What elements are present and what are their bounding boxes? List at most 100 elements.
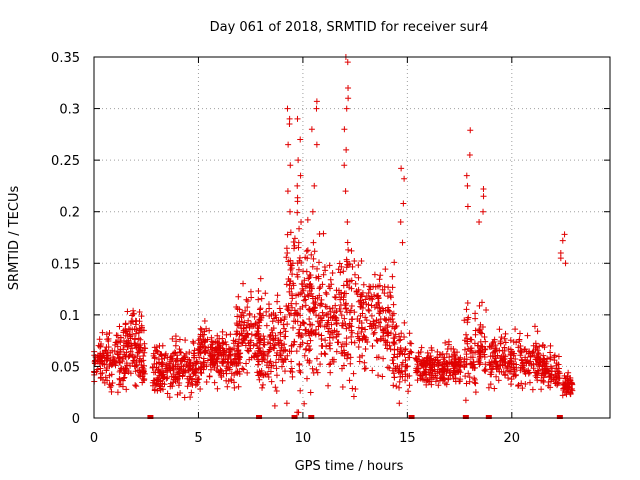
data-point [299, 319, 306, 326]
data-point [247, 345, 254, 352]
data-point [196, 354, 203, 361]
data-point [390, 354, 397, 361]
data-point [160, 374, 167, 381]
data-point [343, 325, 350, 332]
data-point [306, 358, 313, 365]
data-point [197, 341, 204, 348]
data-point [329, 269, 336, 276]
y-tick-label: 0.2 [59, 206, 80, 221]
data-point [277, 351, 284, 358]
data-point [356, 358, 363, 365]
data-point [287, 310, 294, 317]
data-point [313, 366, 320, 373]
data-point [265, 373, 272, 380]
data-point [186, 349, 193, 356]
data-point [203, 379, 210, 386]
data-point [273, 372, 280, 379]
data-point [385, 304, 392, 311]
data-point [330, 358, 337, 365]
data-point [348, 333, 355, 340]
data-point [518, 348, 525, 355]
data-point [486, 362, 493, 369]
data-point [329, 305, 336, 312]
data-point [339, 322, 346, 329]
data-point [256, 376, 263, 383]
data-point [133, 326, 140, 333]
data-point [355, 262, 362, 269]
data-point [297, 291, 304, 298]
data-point [358, 258, 365, 265]
data-point [261, 341, 268, 348]
data-point [291, 338, 298, 345]
data-point [546, 373, 553, 380]
data-point [387, 346, 394, 353]
data-point [344, 59, 351, 66]
data-point [308, 290, 315, 297]
data-point [316, 285, 323, 292]
data-point [272, 359, 279, 366]
data-point [399, 373, 406, 380]
data-point [462, 397, 469, 404]
data-point [444, 345, 451, 352]
data-point [239, 309, 246, 316]
data-point [132, 330, 139, 337]
data-point [397, 344, 404, 351]
data-point [343, 146, 350, 153]
data-point [341, 126, 348, 133]
data-point [198, 364, 205, 371]
data-point [502, 371, 509, 378]
data-point [471, 340, 478, 347]
data-point [167, 366, 174, 373]
data-point [255, 287, 262, 294]
data-point [431, 361, 438, 368]
data-point [296, 367, 303, 374]
data-point [272, 384, 279, 391]
data-point [127, 370, 134, 377]
data-point [273, 365, 280, 372]
data-point [467, 127, 474, 134]
data-point [464, 299, 471, 306]
data-point [176, 336, 183, 343]
data-point [413, 356, 420, 363]
data-point [401, 351, 408, 358]
data-point [346, 377, 353, 384]
data-point [125, 353, 132, 360]
data-point [518, 380, 525, 387]
data-point [237, 359, 244, 366]
data-point [284, 231, 291, 238]
data-point [122, 332, 129, 339]
data-point [440, 366, 447, 373]
y-tick-label: 0.25 [51, 154, 80, 169]
data-point [390, 310, 397, 317]
data-point [243, 332, 250, 339]
data-point [235, 343, 242, 350]
data-point [308, 329, 315, 336]
data-point [214, 332, 221, 339]
data-point [557, 255, 564, 262]
data-point [384, 345, 391, 352]
y-axis-ticks: 0 0.05 0.1 0.15 0.2 0.25 0.3 0.35 [51, 51, 610, 427]
data-point [297, 369, 304, 376]
data-point [296, 361, 303, 368]
data-point [274, 292, 281, 299]
data-point [244, 369, 251, 376]
data-point [540, 352, 547, 359]
data-point [275, 339, 282, 346]
data-point [272, 312, 279, 319]
data-point [252, 332, 259, 339]
data-point [243, 296, 250, 303]
data-point [291, 242, 298, 249]
data-point [508, 376, 515, 383]
data-point [317, 302, 324, 309]
data-point [362, 345, 369, 352]
zero-marker [291, 415, 298, 419]
data-point [214, 355, 221, 362]
data-point [427, 366, 434, 373]
data-point [507, 381, 514, 388]
data-point [344, 239, 351, 246]
data-point [283, 400, 290, 407]
data-point [325, 328, 332, 335]
data-point [428, 381, 435, 388]
data-point [352, 280, 359, 287]
data-point [190, 354, 197, 361]
